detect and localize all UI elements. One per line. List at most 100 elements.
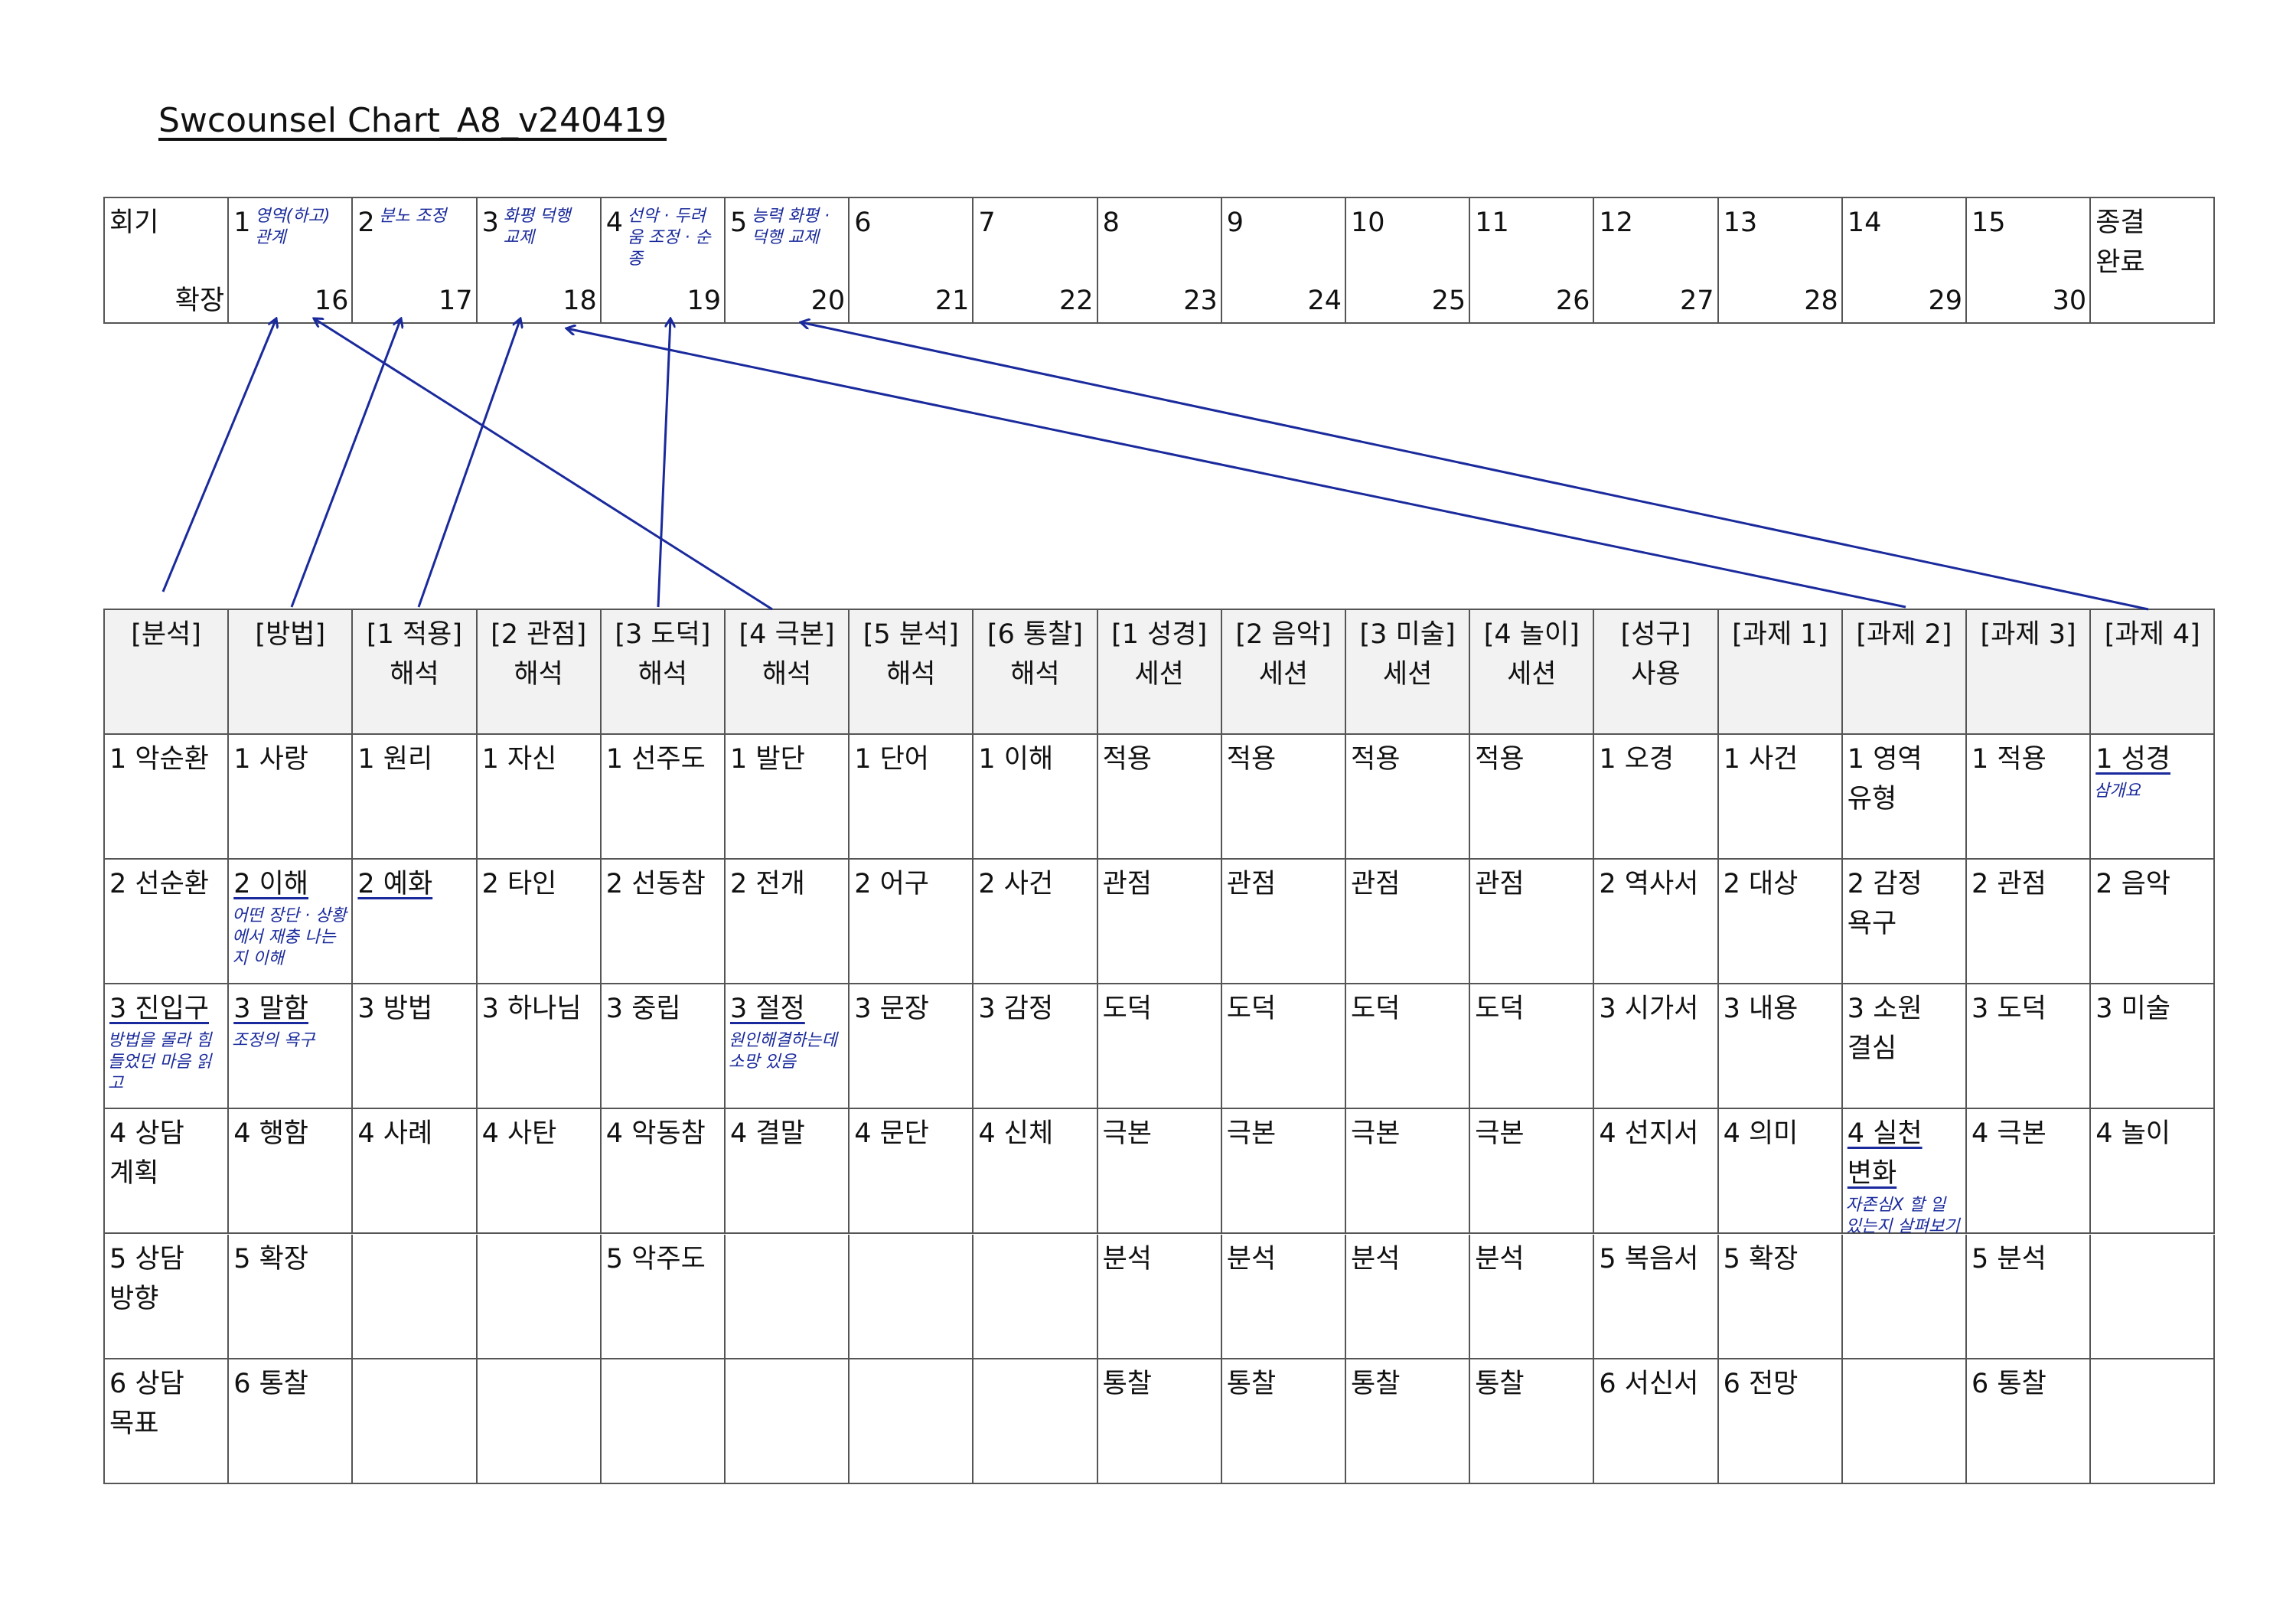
table-cell: 2 어구 xyxy=(850,860,974,985)
cell-text: 3 절정 xyxy=(730,994,805,1025)
table-cell: 6 상담 목표 xyxy=(105,1359,230,1484)
table-cell: 적용 xyxy=(1221,735,1346,860)
header-text: [1 성경] 세션 xyxy=(1111,619,1208,690)
cell-text: 5 복음서 xyxy=(1599,1243,1699,1274)
table-cell: 6 전망 xyxy=(1718,1359,1843,1484)
session-number: 28 xyxy=(1804,286,1838,316)
cell-text: 극본 xyxy=(1351,1118,1401,1150)
table-cell: 2 타인 xyxy=(477,860,602,985)
cell-text: 5 확장 xyxy=(233,1243,308,1274)
table-cell: 2 전개 xyxy=(726,860,850,985)
cell-text: 통찰 xyxy=(1475,1368,1525,1399)
header-cell: [과제 2] xyxy=(1842,610,1967,736)
session-number: 12 xyxy=(1599,207,1633,238)
header-text: [5 분석] 해석 xyxy=(863,619,959,690)
session-number: 6 xyxy=(854,207,872,238)
cell-text: 3 중립 xyxy=(605,994,681,1025)
header-text: [4 극본] 해석 xyxy=(739,619,835,690)
cell-text: 3 미술 xyxy=(2095,994,2170,1025)
session-number: 9 xyxy=(1226,207,1244,238)
session-number: 21 xyxy=(934,286,970,316)
cell-text: 2 이해 xyxy=(233,869,308,900)
handwritten-note: 자존심X 할 일 있는지 살펴보기 xyxy=(1845,1196,1960,1237)
session-number: 29 xyxy=(1928,286,1962,316)
session-number: 17 xyxy=(439,286,473,316)
table-cell: 1 적용 xyxy=(1967,735,2092,860)
table-cell: 4 문단 xyxy=(850,1109,974,1235)
cell-text: 2 타인 xyxy=(481,869,557,900)
cell-text: 1 성경 xyxy=(2095,744,2170,775)
cell-text: 2 역사서 xyxy=(1599,869,1699,900)
table-cell: 3 방법 xyxy=(353,984,478,1110)
table-cell: 분석 xyxy=(1346,1234,1471,1359)
session-number: 5 xyxy=(730,207,748,238)
header-cell: [3 미술] 세션 xyxy=(1346,610,1471,736)
cell-text: 3 진입구 xyxy=(109,994,209,1025)
cell-text: 5 악주도 xyxy=(605,1243,706,1274)
table-cell: 4 신체 xyxy=(974,1109,1098,1235)
header-text: [과제 4] xyxy=(2104,619,2200,650)
handwritten-note: 영역(하고) 관계 xyxy=(255,207,331,247)
session-number: 11 xyxy=(1475,207,1509,238)
cell-text: 적용 xyxy=(1351,744,1401,775)
table-cell: 극본 xyxy=(1346,1109,1471,1235)
table-cell: 4 실천 변화 자존심X 할 일 있는지 살펴보기 xyxy=(1842,1109,1967,1236)
cell-text: 1 이해 xyxy=(978,744,1054,775)
cell-text: 3 시가서 xyxy=(1599,994,1699,1025)
table-cell: 도덕 xyxy=(1097,984,1222,1110)
header-text: [성구] 사용 xyxy=(1620,619,1691,690)
table-cell: 5 복음서 xyxy=(1594,1234,1719,1359)
cell-text: 2 감정 욕구 xyxy=(1847,869,1923,940)
cell-text: 2 예화 xyxy=(357,869,433,900)
handwritten-note: 삼개요 xyxy=(2094,782,2141,801)
cell-text: 도덕 xyxy=(1226,994,1277,1025)
table-cell: 1 이해 xyxy=(974,735,1098,860)
table-cell: 3 미술 xyxy=(2091,984,2216,1110)
header-text: [3 도덕] 해석 xyxy=(615,619,711,690)
table-cell: 5 분석 xyxy=(1967,1234,2092,1359)
cell-text: 통찰 xyxy=(1351,1368,1401,1399)
cell-text: 3 하나님 xyxy=(481,994,582,1025)
header-text: [과제 3] xyxy=(1980,619,2076,650)
cell-text: 회기 xyxy=(109,207,159,238)
table-cell xyxy=(726,1234,850,1359)
cell-text: 3 내용 xyxy=(1723,994,1799,1025)
cell-text: 4 놀이 xyxy=(2095,1118,2170,1150)
handwritten-note: 분노 조정 xyxy=(379,207,447,226)
table-cell: 6 통찰 xyxy=(1967,1359,2092,1484)
document-title: Swcounsel Chart_A8_v240419 xyxy=(158,101,667,140)
cell-text: 2 음악 xyxy=(2095,869,2170,900)
table-cell xyxy=(974,1234,1098,1359)
cell-text: 5 분석 xyxy=(1971,1243,2047,1274)
cell-text: 적용 xyxy=(1475,744,1525,775)
table-cell xyxy=(850,1359,974,1484)
header-cell: [4 극본] 해석 xyxy=(726,610,850,736)
table-cell: 1 악순환 xyxy=(105,735,230,860)
cell-text: 4 신체 xyxy=(978,1118,1054,1150)
header-cell: [과제 3] xyxy=(1967,610,2092,736)
table-cell: 적용 xyxy=(1097,735,1222,860)
session-number: 16 xyxy=(314,286,349,316)
handwritten-note: 원인해결하는데 소망 있음 xyxy=(729,1031,837,1072)
header-cell: [성구] 사용 xyxy=(1594,610,1719,736)
table-cell xyxy=(1842,1359,1967,1484)
cell-text: 4 문단 xyxy=(854,1118,929,1150)
table-cell: 5 상담 방향 xyxy=(105,1234,230,1359)
table-cell: 통찰 xyxy=(1346,1359,1471,1484)
cell-text: 4 극본 xyxy=(1971,1118,2047,1150)
table-cell: 1 원리 xyxy=(353,735,478,860)
handwritten-note: 어떤 장단 · 상황에서 재충 나는지 이해 xyxy=(232,906,347,969)
session-cell: 5 20 능력 화평 · 덕행 교제 xyxy=(726,198,850,324)
table-cell: 3 내용 xyxy=(1718,984,1843,1110)
arrow xyxy=(314,318,773,611)
table-cell: 4 결말 xyxy=(726,1109,850,1235)
header-text: [6 통찰] 해석 xyxy=(987,619,1084,690)
session-cell: 7 22 xyxy=(974,198,1098,324)
table-cell: 1 사랑 xyxy=(229,735,354,860)
header-cell: [6 통찰] 해석 xyxy=(974,610,1098,736)
table-cell: 분석 xyxy=(1221,1234,1346,1359)
cell-text: 1 사랑 xyxy=(233,744,308,775)
